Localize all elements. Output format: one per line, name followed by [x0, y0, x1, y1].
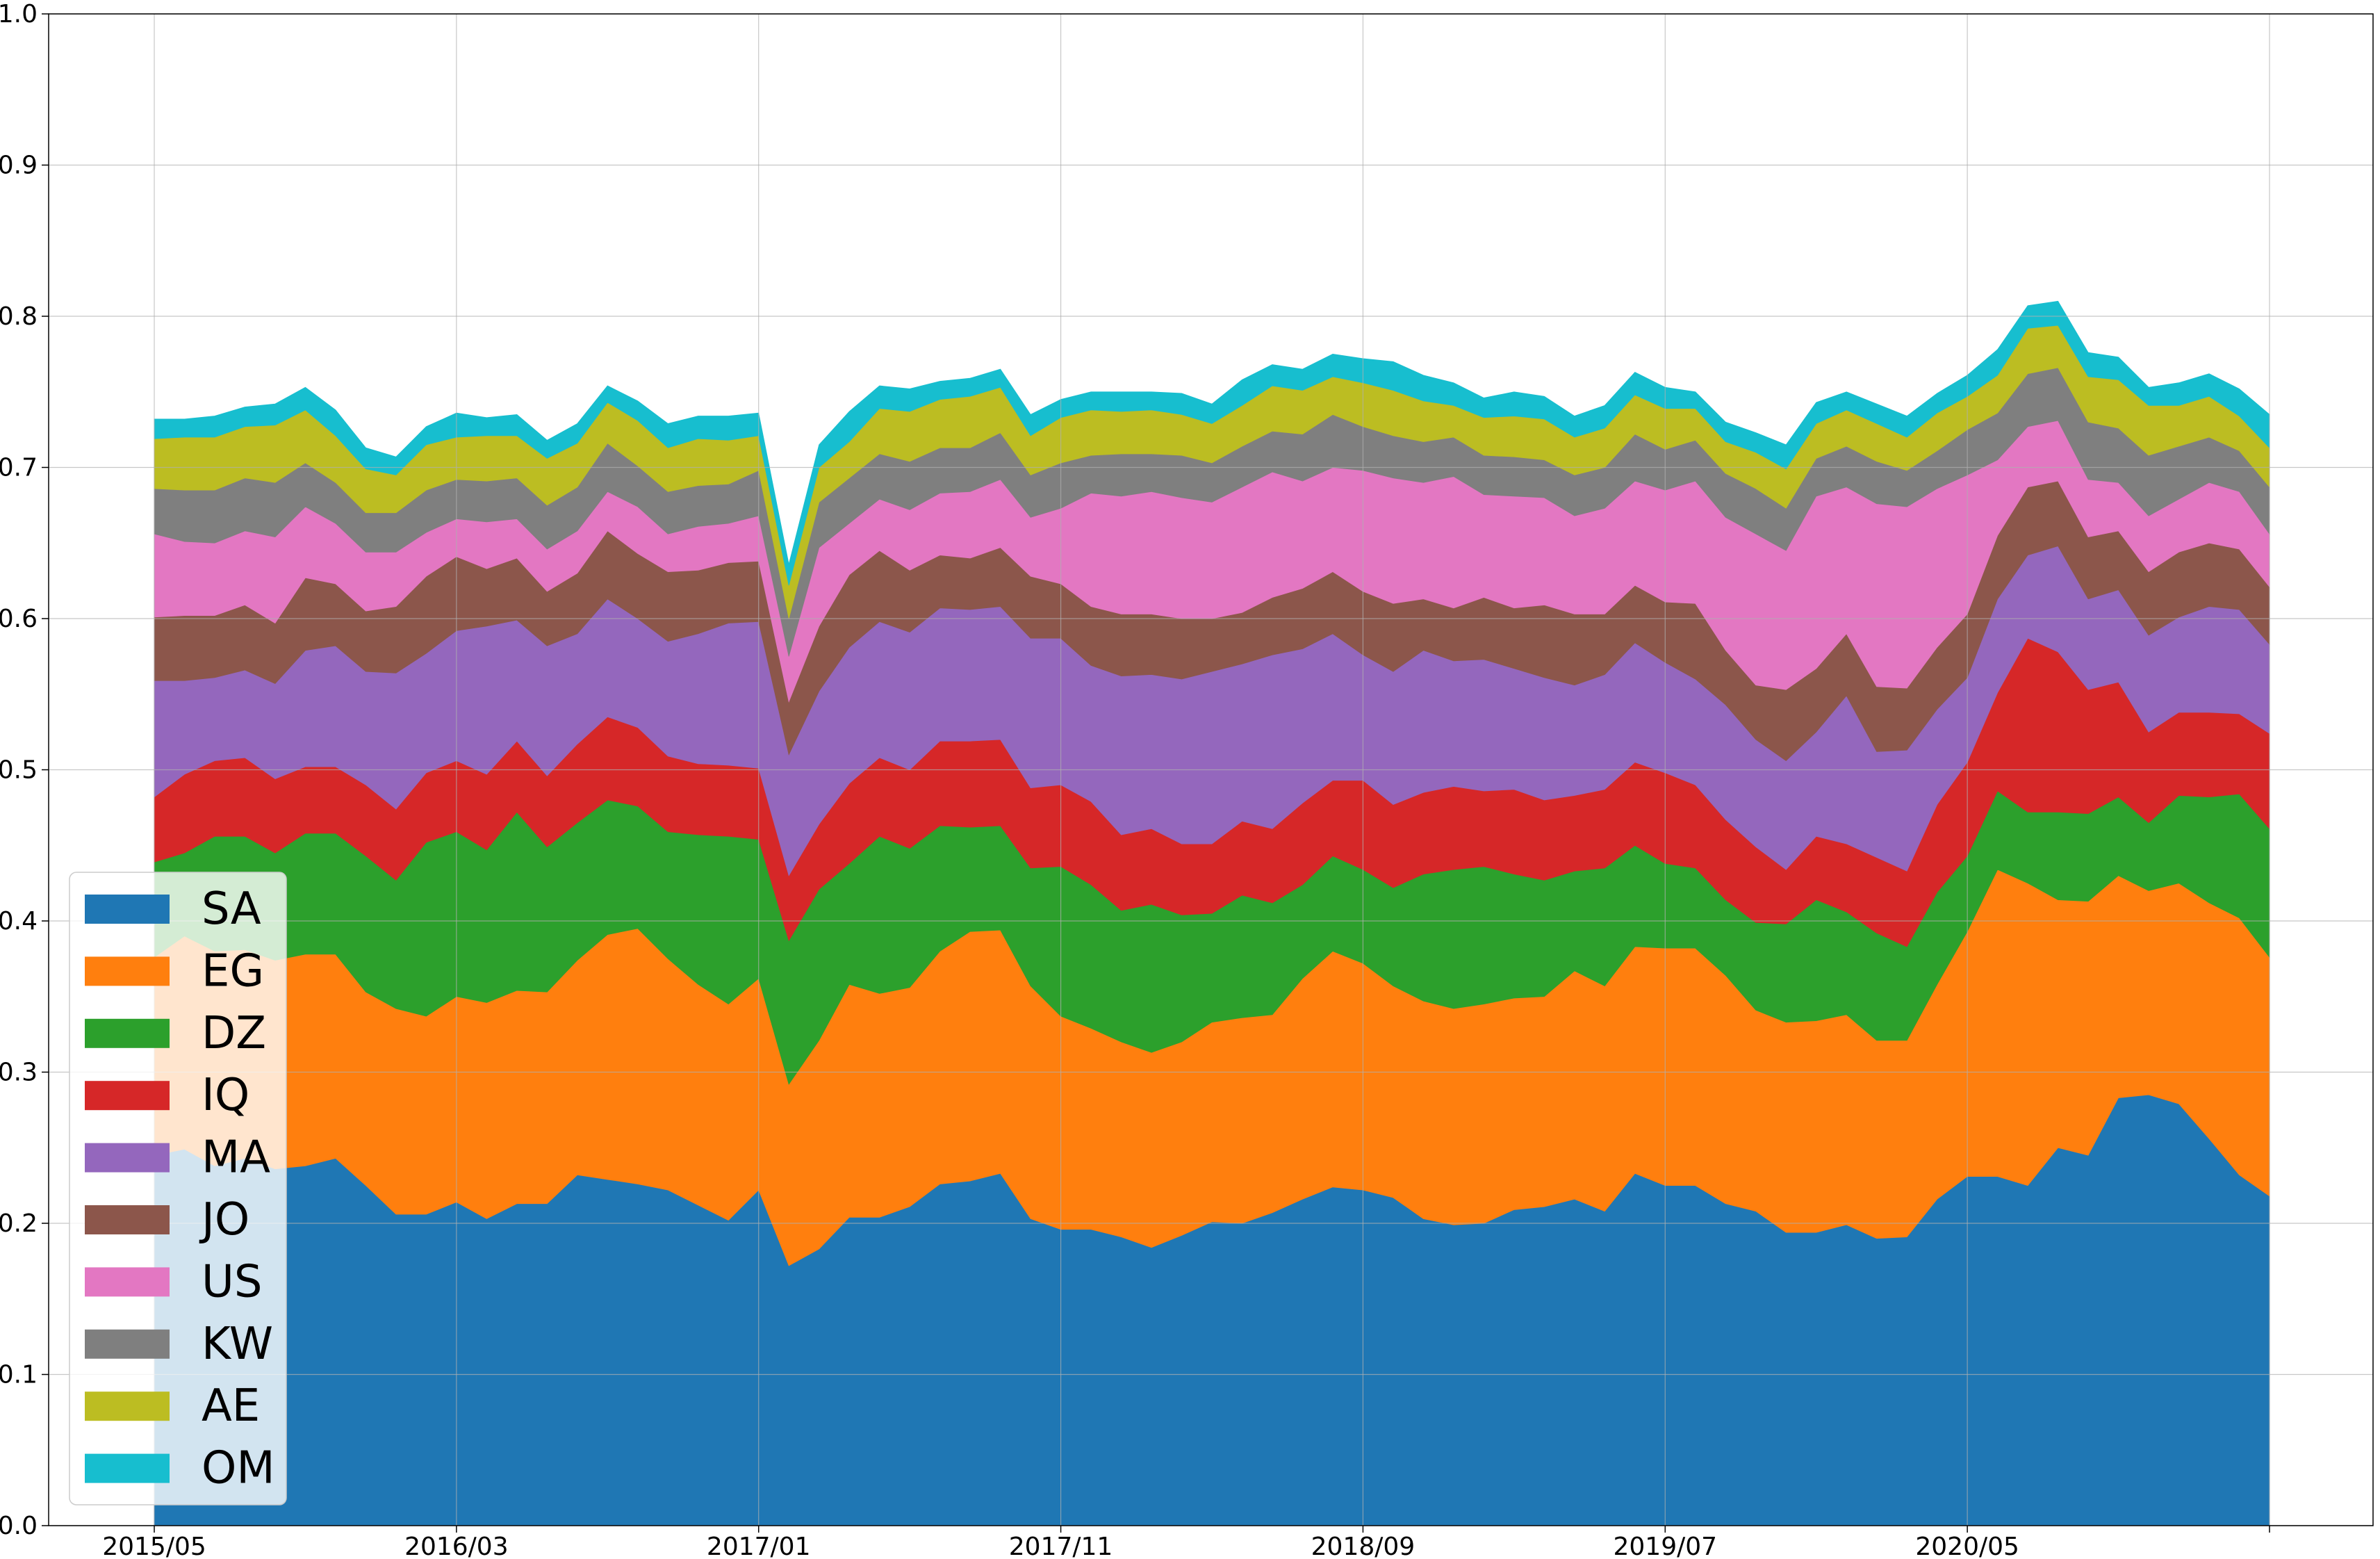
x-tick-label: 2017/11 [1009, 1533, 1113, 1559]
y-tick-label: 0.7 [0, 454, 38, 482]
x-tick-label: 2016/03 [404, 1533, 509, 1559]
legend-swatch-dz [85, 1018, 170, 1048]
y-tick-label: 0.6 [0, 605, 38, 633]
area-series-group [154, 300, 2270, 1526]
legend-label-eg: EG [202, 945, 264, 997]
y-tick-label: 0.2 [0, 1209, 38, 1238]
legend-swatch-ma [85, 1143, 170, 1173]
y-tick-label: 0.0 [0, 1512, 38, 1540]
x-tick-label: 2020/05 [1915, 1533, 2019, 1559]
y-tick-label: 0.5 [0, 756, 38, 785]
legend-label-ae: AE [202, 1380, 260, 1432]
x-axis: 2015/05 2016/03 2017/01 2017/11 2018/09 2019/… [102, 1526, 2270, 1559]
y-tick-label: 0.3 [0, 1059, 38, 1087]
legend: SA EG DZ IQ MA JO US KW AE OM [69, 872, 287, 1505]
legend-swatch-jo [85, 1205, 170, 1234]
legend-label-sa: SA [202, 883, 261, 935]
legend-label-dz: DZ [202, 1008, 266, 1059]
legend-label-us: US [202, 1256, 262, 1307]
legend-swatch-om [85, 1453, 170, 1483]
y-tick-label: 0.9 [0, 152, 38, 180]
legend-swatch-us [85, 1267, 170, 1297]
y-tick-label: 0.4 [0, 907, 38, 936]
legend-label-kw: KW [202, 1319, 273, 1370]
y-tick-label: 1.0 [0, 0, 38, 28]
legend-label-jo: JO [199, 1194, 249, 1246]
legend-swatch-eg [85, 956, 170, 986]
legend-label-ma: MA [202, 1132, 270, 1184]
legend-label-iq: IQ [202, 1070, 249, 1121]
legend-swatch-kw [85, 1329, 170, 1359]
legend-swatch-sa [85, 895, 170, 924]
x-tick-label: 2015/05 [102, 1533, 206, 1559]
x-tick-label: 2017/01 [707, 1533, 811, 1559]
y-tick-label: 0.1 [0, 1361, 38, 1389]
y-tick-label: 0.8 [0, 302, 38, 331]
x-tick-label: 2019/07 [1614, 1533, 1718, 1559]
legend-swatch-iq [85, 1081, 170, 1111]
y-axis: 0.0 0.1 0.2 0.3 0.4 0.5 0.6 0.7 0.8 0.9 1.0 [0, 0, 49, 1540]
legend-swatch-ae [85, 1391, 170, 1421]
legend-label-om: OM [202, 1443, 275, 1494]
x-tick-label: 2018/09 [1311, 1533, 1415, 1559]
